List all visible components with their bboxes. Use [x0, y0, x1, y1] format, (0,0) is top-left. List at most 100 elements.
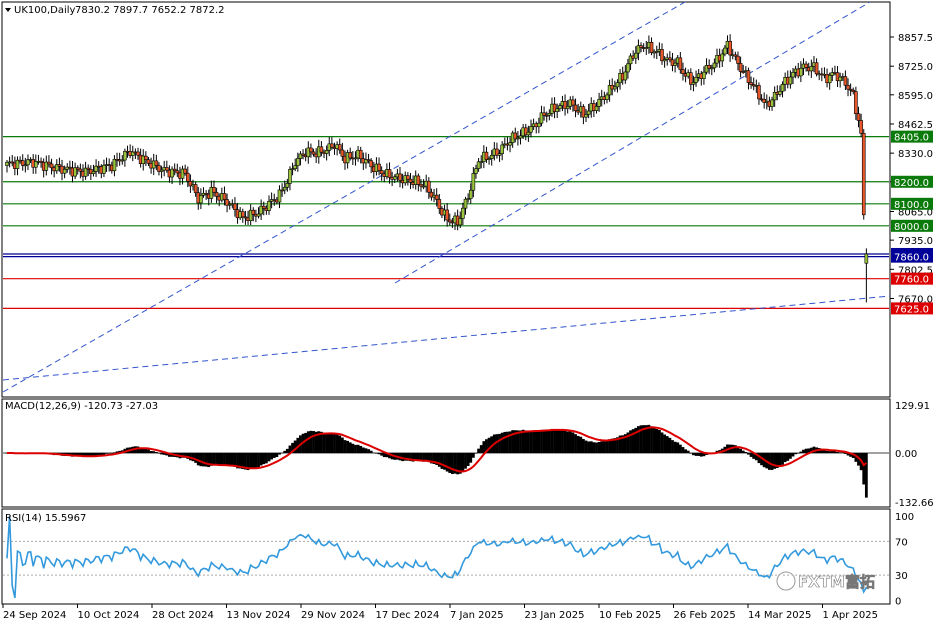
- macd-histogram-bar: [788, 453, 792, 459]
- macd-histogram-bar: [563, 430, 567, 453]
- candle-up: [463, 198, 468, 209]
- macd-histogram-bar: [115, 451, 119, 453]
- macd-histogram-bar: [343, 440, 347, 453]
- macd-panel: 129.91 0.00 -132.66: [3, 401, 934, 509]
- candle-up: [293, 165, 298, 170]
- macd-histogram-bar: [694, 453, 698, 456]
- macd-histogram-bar: [773, 453, 777, 469]
- level-label-box: [891, 175, 933, 188]
- macd-histogram-bar: [99, 453, 103, 456]
- candle-down: [738, 63, 743, 72]
- candle-up: [364, 159, 368, 164]
- candle-up: [44, 161, 49, 171]
- candle-down: [377, 163, 381, 171]
- candle-down: [495, 148, 499, 156]
- macd-histogram-bar: [285, 448, 289, 453]
- macd-histogram-bar: [351, 443, 355, 453]
- macd-histogram-bar: [424, 453, 428, 462]
- macd-histogram-bar: [781, 453, 784, 465]
- candle-down: [204, 193, 208, 195]
- macd-histogram-bar: [403, 453, 407, 461]
- candle-up: [170, 168, 174, 178]
- macd-histogram-bar: [775, 453, 779, 469]
- candle-up: [256, 213, 261, 217]
- macd-histogram-bar: [600, 441, 604, 453]
- candle-up: [720, 53, 725, 62]
- candle-up: [628, 55, 633, 65]
- macd-histogram-bar: [380, 453, 384, 456]
- candlesticks: [5, 34, 869, 303]
- date-tick-label: 7 Jan 2025: [450, 610, 504, 621]
- macd-histogram-bar: [613, 438, 617, 453]
- macd-histogram-bar: [251, 453, 255, 469]
- collapse-triangle-icon[interactable]: [5, 8, 11, 12]
- macd-histogram-bar: [605, 440, 609, 453]
- candle-down: [20, 160, 25, 166]
- candle-down: [563, 101, 567, 109]
- macd-histogram-bar: [660, 432, 664, 453]
- macd-histogram-bar: [864, 453, 868, 498]
- candle-up: [615, 82, 620, 88]
- macd-histogram-bar: [511, 430, 515, 453]
- macd-histogram-bar: [411, 453, 415, 462]
- date-tick-label: 14 Mar 2025: [748, 610, 811, 621]
- level-label: 8100.0: [894, 200, 929, 211]
- candle-up: [516, 137, 520, 140]
- macd-histogram-bar: [529, 430, 533, 453]
- macd-histogram-bar: [409, 453, 412, 462]
- candle-up: [518, 135, 523, 139]
- candle-up: [180, 168, 185, 179]
- macd-histogram-bar: [833, 450, 837, 453]
- macd-histogram-bar: [799, 451, 803, 453]
- macd-histogram-bar: [579, 436, 583, 453]
- candle-down: [416, 175, 421, 185]
- macd-histogram-bar: [327, 432, 331, 453]
- macd-histogram-bar: [144, 448, 148, 453]
- macd-histogram-bar: [521, 429, 525, 453]
- candle-up: [555, 108, 560, 112]
- candle-down: [733, 54, 738, 57]
- chart-header: UK100,Daily 7830.2 7897.7 7652.2 7872.2: [5, 5, 225, 16]
- date-tick-label: 29 Nov 2024: [301, 610, 365, 621]
- macd-histogram-bar: [681, 447, 685, 453]
- candle-down: [301, 153, 305, 156]
- macd-histogram-bar: [335, 434, 339, 453]
- candle-up: [476, 161, 481, 169]
- level-label: 7860.0: [894, 253, 929, 264]
- candle-up: [709, 67, 714, 70]
- macd-histogram-bar: [841, 452, 845, 454]
- candle-down: [406, 175, 410, 180]
- macd-histogram-bar: [435, 453, 439, 465]
- macd-histogram-bar: [406, 453, 410, 461]
- macd-histogram-bar: [576, 435, 580, 453]
- candle-down: [280, 189, 284, 192]
- macd-histogram-bar: [451, 453, 454, 474]
- macd-histogram-bar: [225, 453, 229, 466]
- candle-up: [799, 67, 803, 77]
- macd-histogram-bar: [584, 440, 588, 453]
- macd-histogram-bar: [623, 434, 627, 453]
- macd-histogram-bar: [796, 453, 800, 454]
- macd-histogram-bar: [634, 427, 638, 453]
- candle-down: [728, 40, 732, 56]
- macd-histogram-bar: [107, 453, 111, 454]
- candle-up: [209, 187, 214, 199]
- macd-histogram-bar: [587, 441, 591, 453]
- candle-down: [243, 216, 248, 219]
- candle-down: [670, 59, 675, 66]
- macd-histogram-bar: [474, 453, 478, 454]
- macd-histogram-bar: [794, 453, 798, 455]
- candle-up: [691, 82, 696, 85]
- candle-up: [62, 168, 67, 174]
- macd-histogram-bar: [553, 429, 556, 453]
- macd-histogram-bar: [375, 453, 378, 454]
- macd-histogram-bar: [626, 432, 630, 453]
- candle-down: [447, 219, 452, 223]
- macd-histogram-bar: [461, 453, 465, 472]
- candle-down: [552, 103, 557, 112]
- candle-up: [466, 198, 470, 200]
- macd-histogram-bar: [503, 431, 507, 453]
- candle-down: [859, 120, 863, 134]
- macd-histogram-bar: [647, 424, 651, 453]
- candle-up: [565, 106, 570, 109]
